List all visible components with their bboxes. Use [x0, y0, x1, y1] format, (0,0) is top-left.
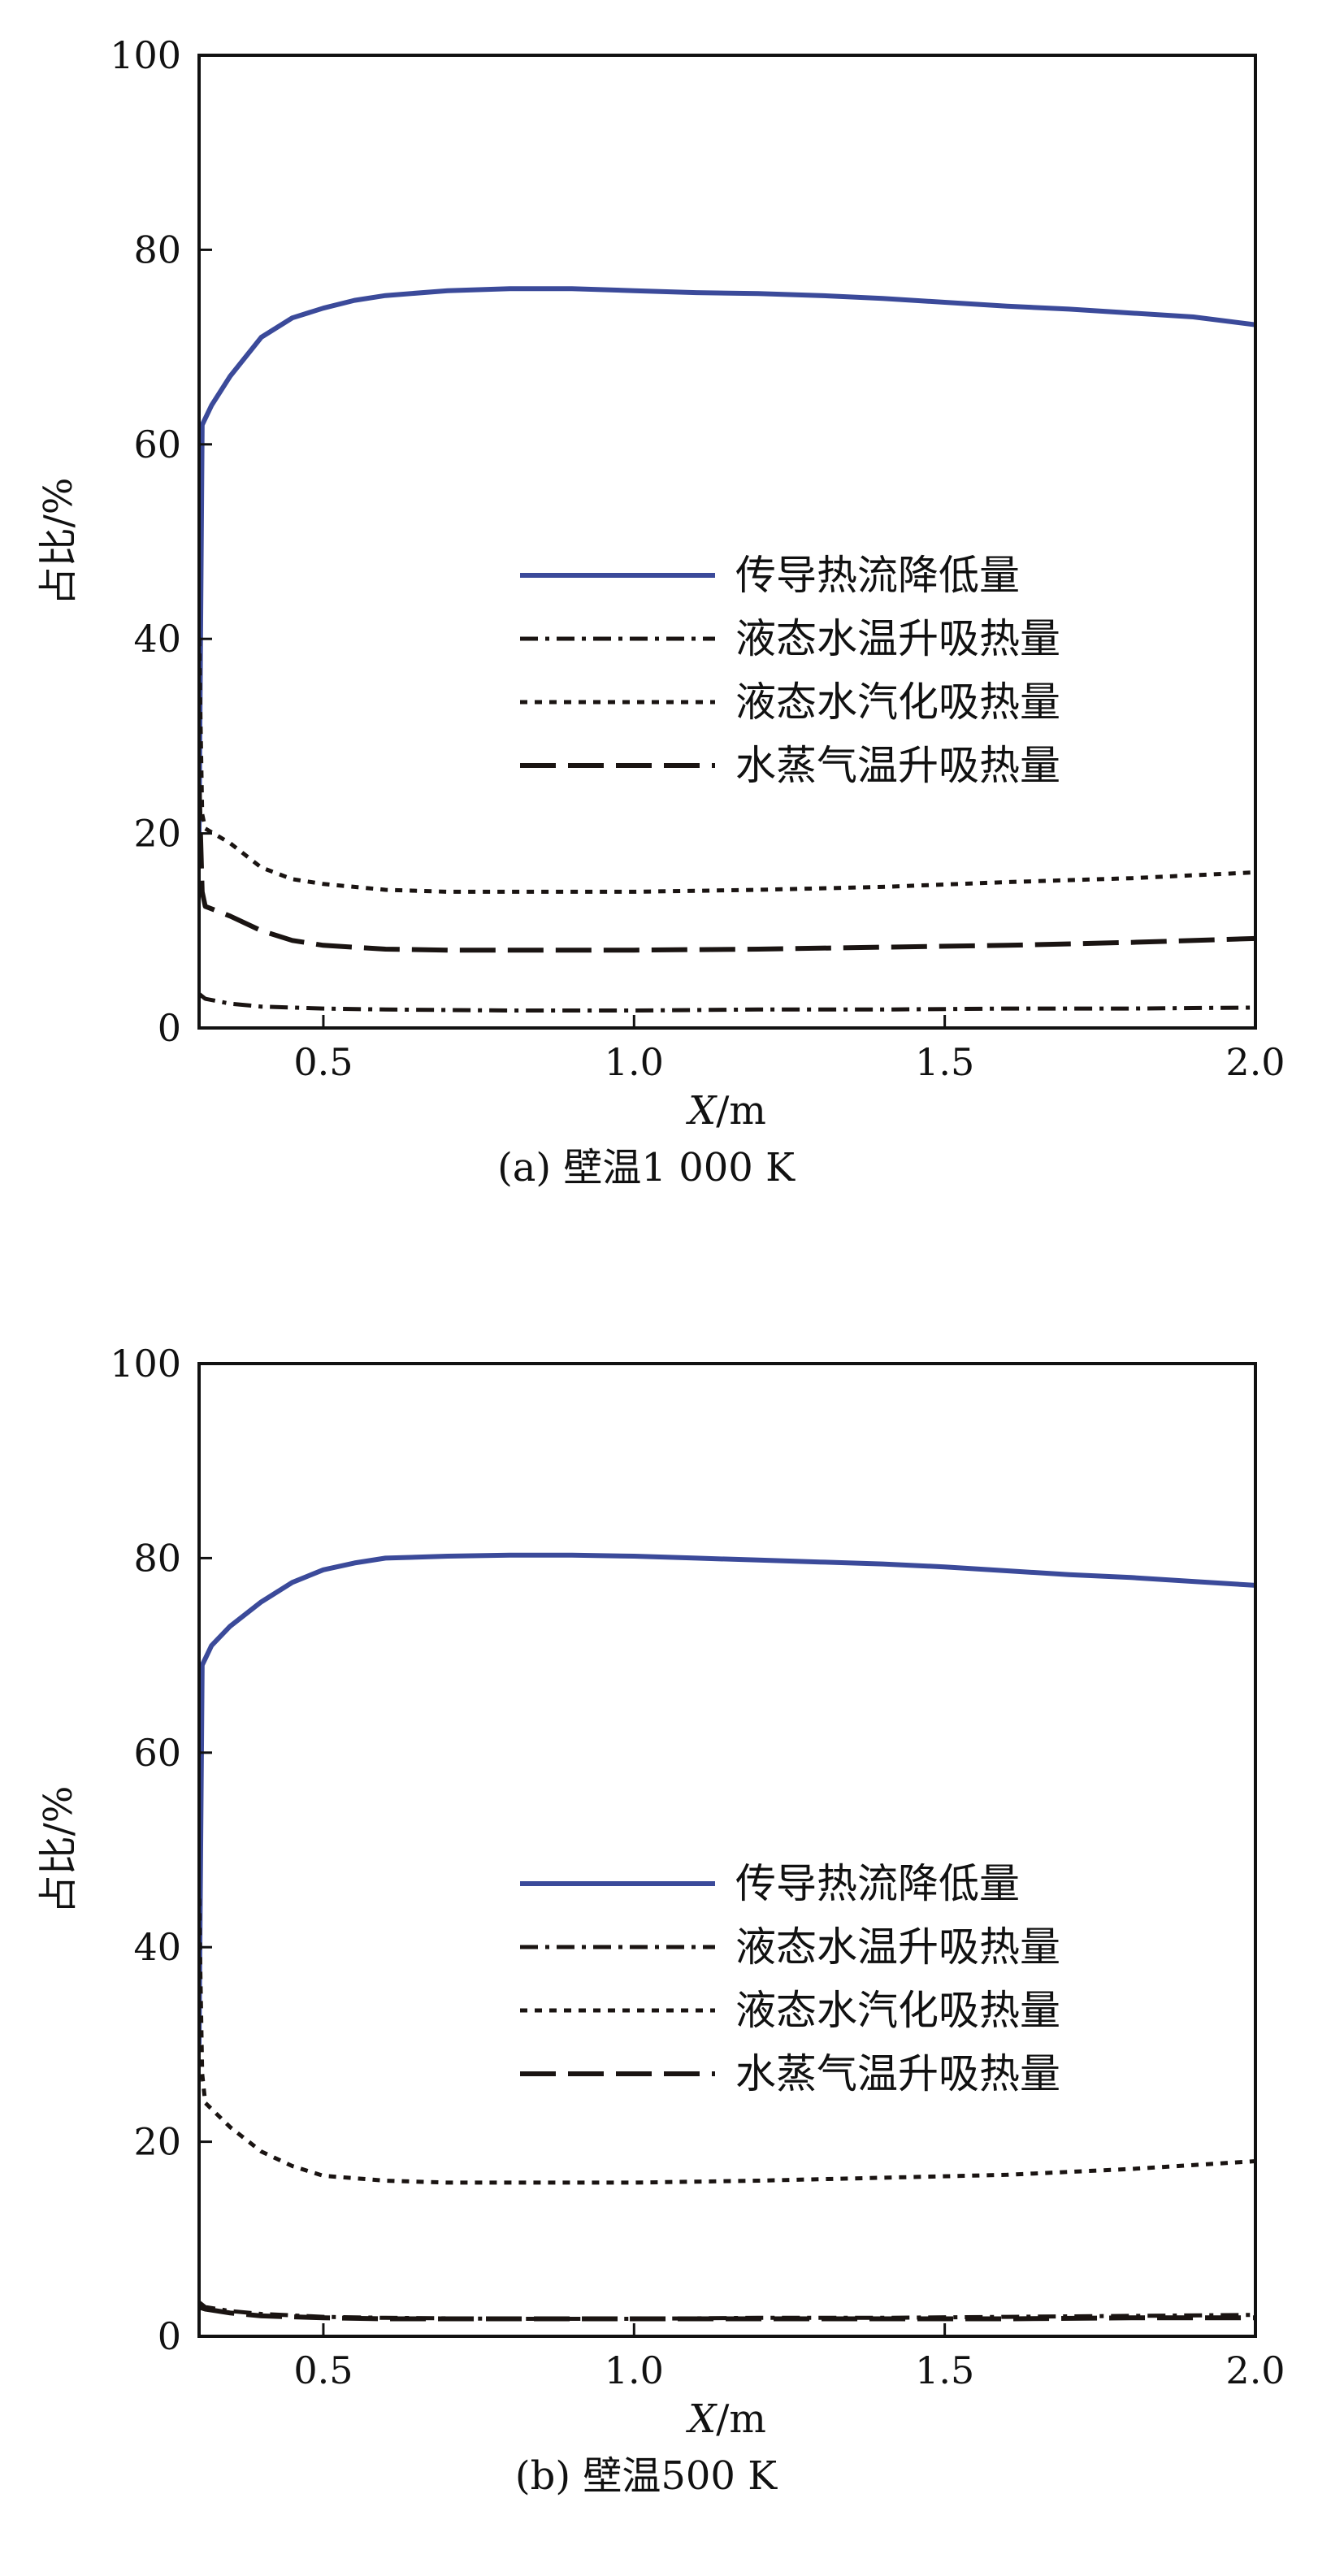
legend-label-4: 水蒸气温升吸热量: [735, 2050, 1060, 2097]
y-tick-label: 40: [133, 617, 181, 661]
x-tick-label: 2.0: [1225, 2348, 1285, 2392]
chart-panel-a: 0.5 1.0 1.5 2.0 0 20 40 60 80 100 占比/% X/m (a) 壁温1 0…: [0, 0, 1318, 1268]
x-axis-label-unit: /m: [716, 2396, 766, 2442]
x-tick-label: 1.5: [915, 1040, 974, 1084]
x-axis-label: X/m: [685, 2396, 766, 2442]
series-line-4: [199, 784, 1255, 953]
series-line-1: [199, 286, 1255, 834]
plot-frame: [197, 54, 1257, 1030]
chart-caption: (a) 壁温1 000 K: [497, 1145, 796, 1190]
x-tick-label: 1.0: [605, 2348, 664, 2392]
y-tick-label: 60: [133, 1731, 181, 1775]
legend-label-4: 水蒸气温升吸热量: [735, 742, 1060, 789]
series-line-4: [199, 2305, 1255, 2322]
legend-label-1: 传导热流降低量: [735, 552, 1020, 599]
y-tick-label: 20: [133, 812, 181, 856]
x-axis-label: X/m: [685, 1088, 766, 1134]
x-tick-label: 0.5: [293, 1040, 353, 1084]
plot-frame: [197, 1362, 1257, 2338]
series-line-3: [199, 1898, 1255, 2185]
y-tick-label: 80: [133, 1536, 181, 1580]
series-line-2: [199, 992, 1255, 1013]
legend-label-1: 传导热流降低量: [735, 1860, 1020, 1907]
series-line-1: [199, 1552, 1255, 2045]
y-tick-label: 100: [110, 1342, 181, 1386]
y-axis-label: 占比/%: [36, 478, 81, 606]
x-tick-label: 1.5: [915, 2348, 974, 2392]
chart-panel-b: 0.5 1.0 1.5 2.0 0 20 40 60 80 100 占比/% X/m (b) 壁温500…: [0, 1308, 1318, 2576]
series-line-3: [199, 639, 1255, 894]
y-tick-label: 20: [133, 2120, 181, 2164]
series-group: [199, 1552, 1255, 2322]
x-tick-label: 0.5: [293, 2348, 353, 2392]
series-group: [199, 286, 1255, 1013]
x-tick-label: 2.0: [1225, 1040, 1285, 1084]
chart-caption: (b) 壁温500 K: [515, 2453, 778, 2499]
y-tick-label: 0: [158, 2314, 181, 2358]
y-tick-label: 100: [110, 33, 181, 77]
y-tick-label: 0: [158, 1006, 181, 1050]
x-axis-label-var: X: [685, 1088, 718, 1134]
legend-label-2: 液态水温升吸热量: [735, 1923, 1060, 1971]
series-line-2: [199, 2301, 1255, 2321]
legend-label-3: 液态水汽化吸热量: [735, 679, 1060, 726]
x-axis-label-var: X: [685, 2396, 718, 2442]
chart-a-svg: 0.5 1.0 1.5 2.0 0 20 40 60 80 100 占比/% X/m (a) 壁温1 0…: [36, 33, 1285, 1190]
x-tick-label: 1.0: [605, 1040, 664, 1084]
y-tick-label: 60: [133, 423, 181, 466]
y-axis-label: 占比/%: [36, 1786, 81, 1915]
y-tick-label: 40: [133, 1925, 181, 1969]
legend-label-2: 液态水温升吸热量: [735, 615, 1060, 662]
y-tick-label: 80: [133, 228, 181, 271]
legend-label-3: 液态水汽化吸热量: [735, 1987, 1060, 2034]
x-axis-label-unit: /m: [716, 1088, 766, 1134]
chart-b-svg: 0.5 1.0 1.5 2.0 0 20 40 60 80 100 占比/% X/m (b) 壁温500…: [36, 1342, 1285, 2499]
